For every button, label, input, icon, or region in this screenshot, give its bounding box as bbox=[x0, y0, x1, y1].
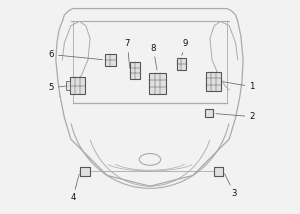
Text: 5: 5 bbox=[49, 83, 67, 92]
Text: 9: 9 bbox=[182, 39, 188, 55]
Bar bbox=[80, 167, 89, 176]
Text: 8: 8 bbox=[151, 44, 157, 70]
Text: 2: 2 bbox=[216, 112, 254, 121]
Text: 6: 6 bbox=[49, 50, 103, 60]
Bar bbox=[130, 62, 140, 79]
Bar bbox=[205, 109, 213, 117]
Bar bbox=[176, 58, 185, 70]
Text: 4: 4 bbox=[70, 174, 79, 202]
Bar bbox=[206, 72, 220, 91]
Bar bbox=[149, 73, 166, 94]
Text: 3: 3 bbox=[224, 174, 237, 198]
Bar bbox=[214, 167, 223, 176]
Text: 1: 1 bbox=[224, 82, 254, 91]
Bar bbox=[66, 81, 70, 90]
Bar bbox=[70, 77, 85, 94]
Bar bbox=[105, 54, 116, 66]
Text: 7: 7 bbox=[125, 39, 130, 68]
